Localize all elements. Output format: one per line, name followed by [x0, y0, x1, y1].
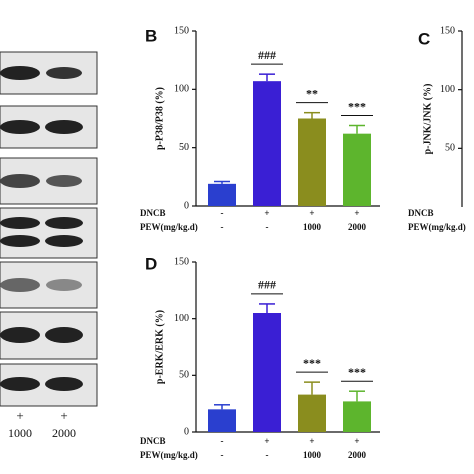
- lane-sign: +: [60, 408, 67, 423]
- y-axis-label: p-JNK/JNK (%): [422, 84, 433, 155]
- y-tick-label: 150: [174, 25, 189, 36]
- significance-label: ###: [258, 48, 276, 62]
- row-label: DNCB: [140, 208, 166, 218]
- western-blot: + + 1000 2000: [0, 51, 98, 440]
- bar: [298, 118, 326, 206]
- y-tick-label: 50: [179, 142, 189, 153]
- lane-sign: +: [16, 408, 23, 423]
- row-cell: -: [221, 222, 224, 232]
- significance-label: ***: [348, 365, 366, 379]
- row-cell: 2000: [348, 222, 367, 232]
- row-cell: -: [266, 450, 269, 460]
- row-label: PEW(mg/kg.d): [140, 222, 198, 232]
- y-tick-label: 100: [174, 313, 189, 324]
- significance-label: ###: [258, 278, 276, 292]
- row-cell: -: [221, 436, 224, 446]
- significance-label: ***: [348, 99, 366, 113]
- row-cell: +: [309, 208, 314, 218]
- row-label: DNCB: [408, 208, 434, 218]
- row-cell: +: [354, 436, 359, 446]
- y-axis-label: p-P38/P38 (%): [154, 87, 165, 150]
- bar: [208, 183, 236, 206]
- row-cell: +: [264, 208, 269, 218]
- bar: [253, 313, 281, 432]
- significance-label: ***: [303, 356, 321, 370]
- y-tick-label: 0: [184, 200, 189, 211]
- bar: [298, 394, 326, 432]
- row-cell: +: [264, 436, 269, 446]
- row-cell: +: [354, 208, 359, 218]
- bar: [253, 81, 281, 206]
- panel-label: B: [145, 26, 157, 45]
- row-cell: -: [221, 450, 224, 460]
- row-cell: 1000: [303, 222, 322, 232]
- panel-label: C: [418, 29, 430, 48]
- row-label: PEW(mg/kg.d): [140, 450, 198, 460]
- y-tick-label: 150: [174, 256, 189, 267]
- panel-label: D: [145, 254, 157, 273]
- y-tick-label: 50: [445, 143, 455, 154]
- row-cell: 1000: [303, 450, 322, 460]
- lane-dose: 2000: [52, 426, 76, 440]
- row-cell: -: [266, 222, 269, 232]
- y-tick-label: 100: [174, 84, 189, 95]
- row-label: DNCB: [140, 436, 166, 446]
- row-cell: 2000: [348, 450, 367, 460]
- row-label: PEW(mg/kg.d): [408, 222, 466, 232]
- significance-label: **: [306, 86, 318, 100]
- bar: [208, 409, 236, 432]
- y-tick-label: 100: [440, 84, 455, 95]
- lane-dose: 1000: [8, 426, 32, 440]
- y-axis-label: p-ERK/ERK (%): [154, 310, 165, 384]
- bar: [343, 133, 371, 206]
- y-tick-label: 0: [184, 426, 189, 437]
- y-tick-label: 50: [179, 370, 189, 381]
- row-cell: -: [221, 208, 224, 218]
- y-tick-label: 150: [440, 25, 455, 36]
- row-cell: +: [309, 436, 314, 446]
- bar: [343, 401, 371, 432]
